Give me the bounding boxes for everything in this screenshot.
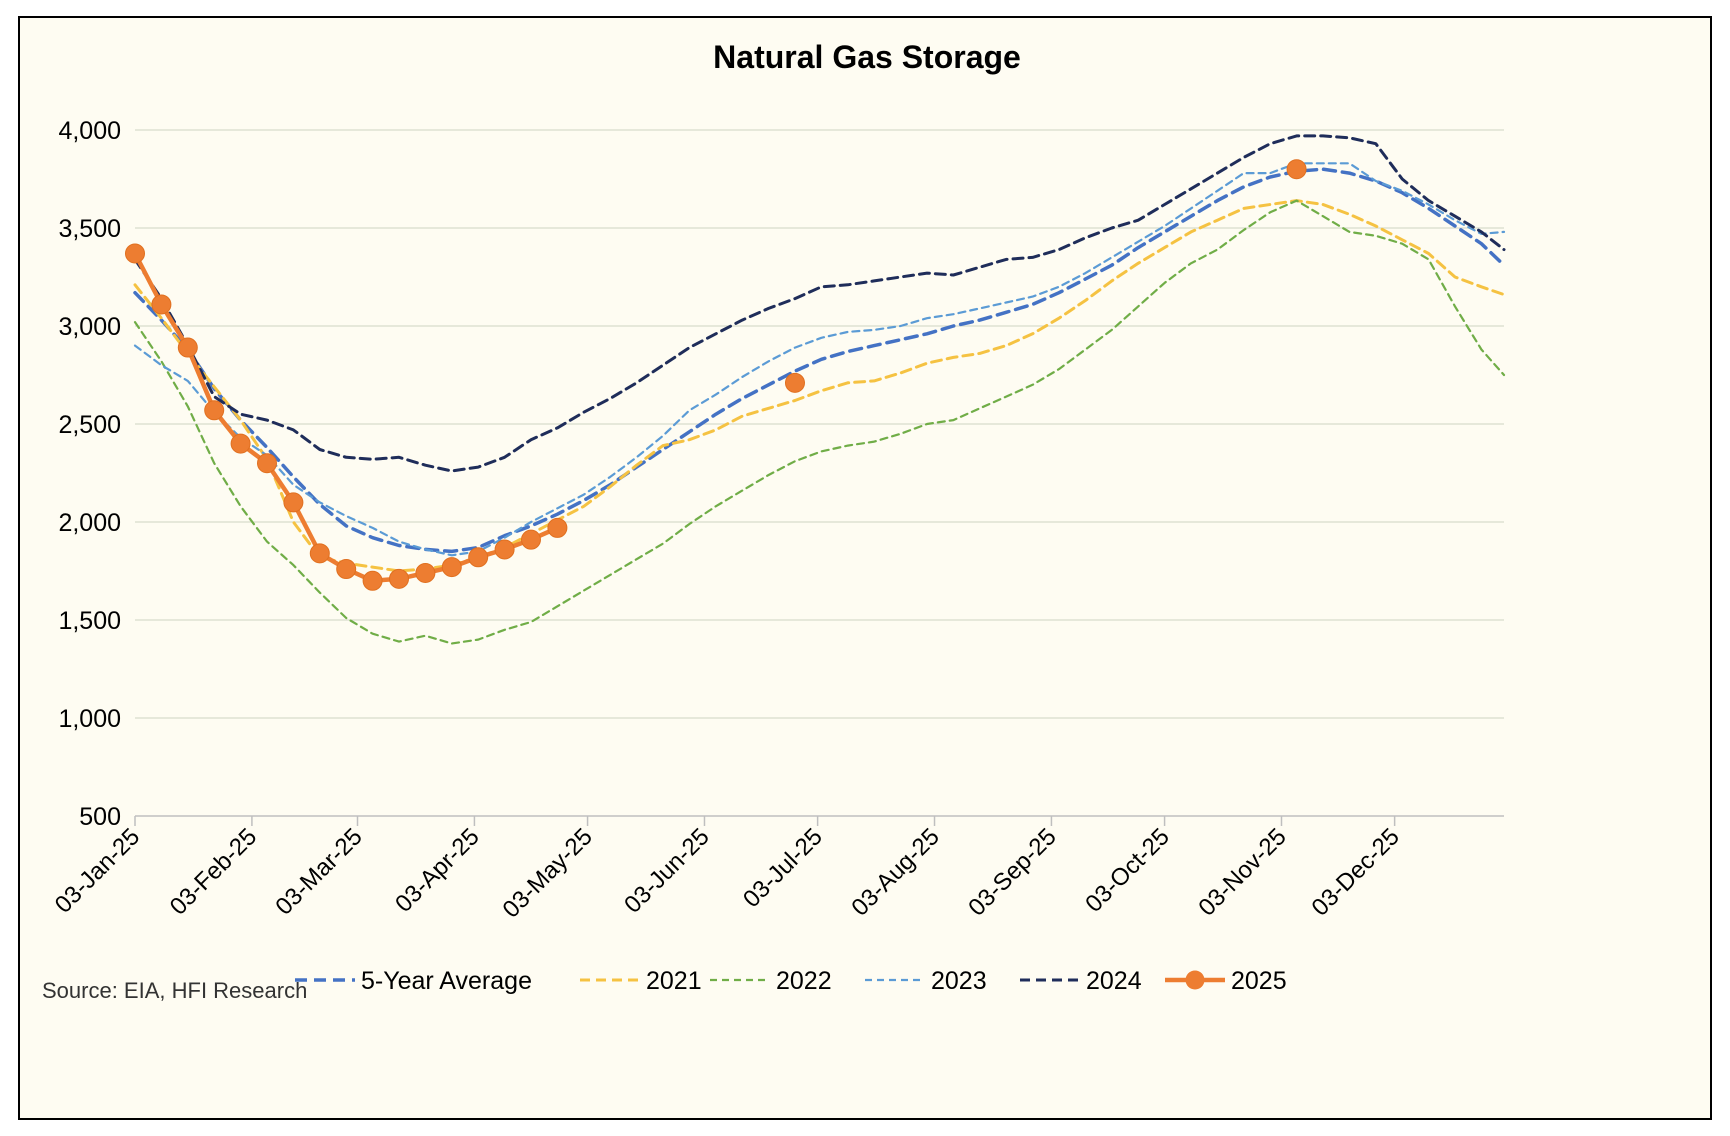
- chart-title: Natural Gas Storage: [713, 39, 1021, 75]
- axes: [134, 815, 1504, 826]
- legend-item-5-year-average: 5-Year Average: [295, 967, 532, 995]
- data-point-2025: [125, 243, 145, 264]
- y-tick-label: 1,000: [58, 705, 121, 733]
- x-tick-label: 03-Dec-25: [1307, 823, 1405, 921]
- x-tick-label: 03-Mar-25: [270, 823, 367, 920]
- data-point-2025: [362, 570, 383, 591]
- y-tick-label: 2,000: [58, 509, 121, 537]
- series-line-2023: [133, 162, 1506, 557]
- data-point-2025: [1286, 159, 1307, 180]
- legend-item-2024: 2024: [1020, 967, 1142, 995]
- data-point-2025: [230, 433, 251, 454]
- data-point-2025: [336, 559, 357, 580]
- y-tick-label: 3,500: [58, 215, 121, 243]
- x-tick-label: 03-Oct-25: [1080, 823, 1175, 918]
- x-tick-label: 03-May-25: [498, 823, 598, 923]
- legend-item-2025: 2025: [1165, 967, 1287, 995]
- legend-label: 5-Year Average: [361, 967, 532, 995]
- series-markers: [125, 159, 1307, 591]
- legend-marker: [1185, 970, 1205, 990]
- data-point-2025: [494, 539, 515, 560]
- y-tick-label: 3,000: [58, 313, 121, 341]
- x-tick-label: 03-Aug-25: [846, 823, 944, 921]
- series-line-2024: [133, 134, 1506, 473]
- source-note: Source: EIA, HFI Research: [42, 978, 307, 1003]
- gridlines: [135, 129, 1504, 719]
- y-tick-labels: 500 1,000 1,500 2,000 2,500 3,000 3,500 4,000: [58, 117, 121, 831]
- data-point-2025: [547, 517, 568, 538]
- data-point-2025: [177, 337, 198, 358]
- data-point-2025: [784, 372, 805, 393]
- legend-label: 2022: [776, 967, 832, 995]
- y-tick-label: 1,500: [58, 607, 121, 635]
- x-tick-label: 03-Feb-25: [165, 823, 262, 920]
- series-line-5-year-average: [133, 167, 1506, 554]
- data-point-2025: [283, 492, 304, 513]
- chart-frame: 500 1,000 1,500 2,000 2,500 3,000 3,500 4,000 0…: [18, 16, 1712, 1120]
- x-tick-label: 03-Sep-25: [963, 823, 1061, 921]
- series-line-2025: [132, 251, 560, 584]
- data-point-2025: [204, 400, 225, 421]
- x-tick-label: 03-Jul-25: [738, 823, 828, 913]
- x-tick-label: 03-Apr-25: [390, 823, 485, 918]
- x-tick-labels: 03-Jan-25 03-Feb-25 03-Mar-25 03-Apr-25 03-M…: [50, 823, 1405, 923]
- data-point-2025: [520, 529, 541, 550]
- x-tick-label: 03-Jan-25: [50, 823, 146, 919]
- data-point-2025: [468, 547, 489, 568]
- x-tick-label: 03-Jun-25: [619, 823, 715, 919]
- data-point-2025: [309, 543, 330, 564]
- legend-item-2022: 2022: [710, 967, 832, 995]
- legend: 5-Year Average 2021 2022 2023 2024 2025: [295, 967, 1287, 995]
- data-point-2025: [388, 568, 409, 589]
- y-tick-label: 2,500: [58, 411, 121, 439]
- legend-item-2023: 2023: [865, 967, 987, 995]
- data-point-2025: [441, 557, 462, 578]
- data-point-2025: [256, 453, 277, 474]
- legend-item-2021: 2021: [580, 967, 702, 995]
- y-tick-label: 500: [79, 803, 121, 831]
- legend-label: 2021: [646, 967, 702, 995]
- legend-label: 2023: [931, 967, 987, 995]
- series-line-2021: [133, 199, 1506, 573]
- chart-svg: 500 1,000 1,500 2,000 2,500 3,000 3,500 4,000 0…: [42, 39, 1506, 1003]
- x-tick-label: 03-Nov-25: [1193, 823, 1291, 921]
- series-line-2022: [133, 199, 1506, 645]
- data-point-2025: [151, 294, 172, 315]
- data-point-2025: [415, 562, 436, 583]
- y-tick-label: 4,000: [58, 117, 121, 145]
- legend-label: 2024: [1086, 967, 1142, 995]
- legend-label: 2025: [1231, 967, 1287, 995]
